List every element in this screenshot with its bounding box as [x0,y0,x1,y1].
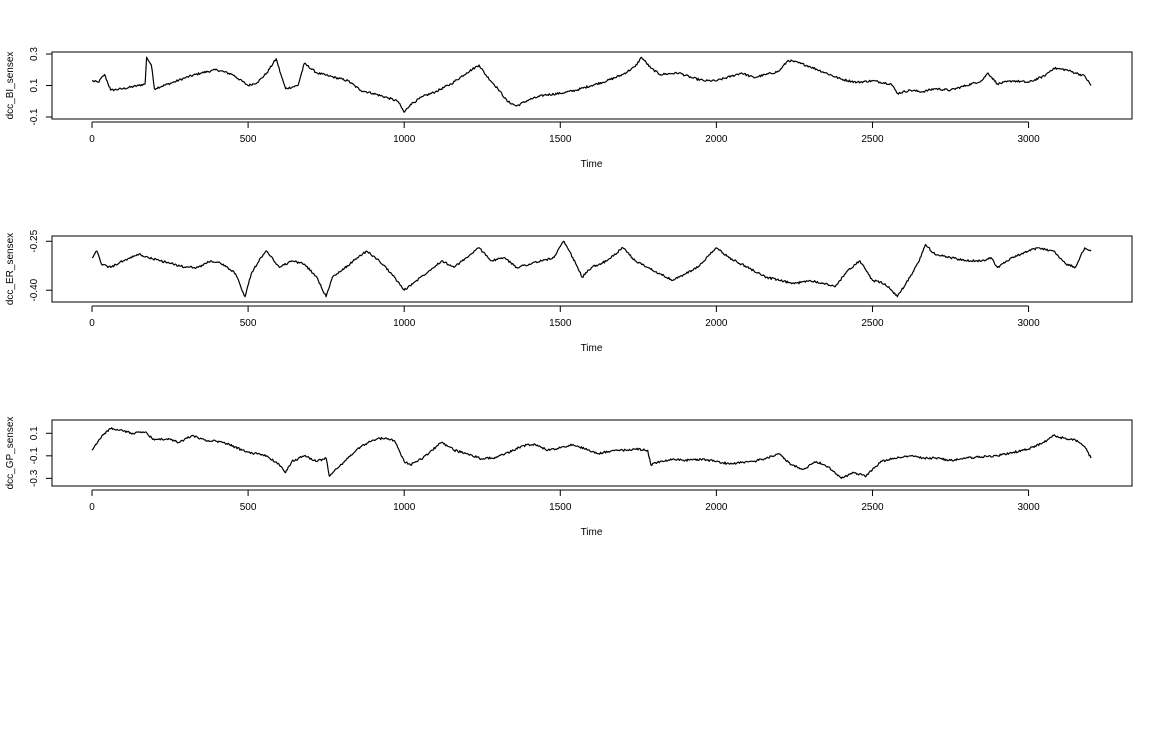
x-tick-label: 1500 [549,502,572,513]
plot-frame [51,235,1133,303]
x-tick-label: 1000 [393,134,416,145]
x-tick-label: 500 [240,134,257,145]
x-tick-label: 0 [89,318,95,329]
y-tick-label: 0.3 [29,47,40,61]
x-axis-title: Time [581,159,603,170]
x-tick-label: 3000 [1017,134,1040,145]
x-tick-label: 3000 [1017,318,1040,329]
y-axis-title: dcc_GP_sensex [5,417,16,490]
x-tick-label: 3000 [1017,502,1040,513]
y-tick-label: -0.40 [29,278,40,301]
y-tick-label: -0.1 [29,108,40,126]
x-tick-label: 500 [240,318,257,329]
series-line-1 [91,56,1092,113]
series-line-1 [91,240,1092,298]
chart-panel-2: 0 500 1000 1500 2000 2500 3000 -0.40 -0.25 dcc_ER… [5,229,1133,354]
chart-panel-3: 0 500 1000 1500 2000 2500 3000 -0.3 -0.1 0.1 dcc_G… [5,417,1133,538]
x-tick-label: 0 [89,134,95,145]
x-tick-label: 2000 [705,134,728,145]
x-tick-label: 1000 [393,502,416,513]
y-tick-label: -0.3 [29,469,40,487]
x-tick-label: 2000 [705,318,728,329]
x-tick-label: 0 [89,502,95,513]
chart-panel-1: 0 500 1000 1500 2000 2500 3000 -0.1 0.1 0.3 dcc_BI… [5,47,1133,170]
y-tick-label: -0.1 [29,447,40,465]
x-axis-title: Time [581,527,603,538]
x-tick-label: 2500 [861,318,884,329]
x-tick-label: 500 [240,502,257,513]
x-tick-label: 2000 [705,502,728,513]
x-tick-label: 1000 [393,318,416,329]
x-tick-label: 1500 [549,318,572,329]
x-tick-label: 2500 [861,134,884,145]
y-axis-title: dcc_ER_sensex [5,233,16,305]
series-line-1 [91,427,1092,479]
y-tick-label: 0.1 [29,426,40,440]
x-tick-label: 2500 [861,502,884,513]
plot-frame [51,419,1133,487]
y-tick-label: 0.1 [29,78,40,92]
y-tick-label: -0.25 [29,229,40,252]
x-axis-title: Time [581,343,603,354]
x-tick-label: 1500 [549,134,572,145]
y-axis-title: dcc_BI_sensex [5,52,16,120]
